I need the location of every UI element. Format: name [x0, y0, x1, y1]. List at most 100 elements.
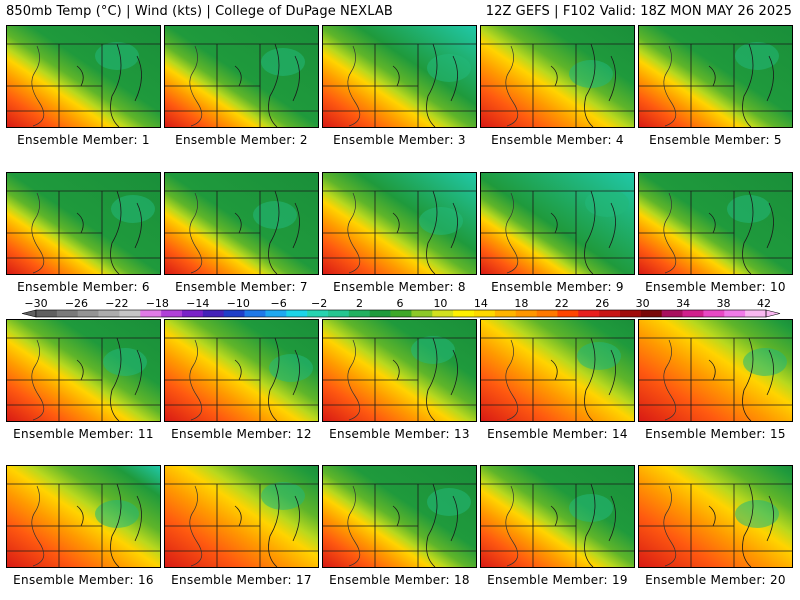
- member-map: [323, 173, 476, 274]
- colorbar-segment: [474, 310, 496, 317]
- colorbar-tick-label: 26: [595, 297, 610, 310]
- member-map: [7, 466, 160, 567]
- ensemble-member-panel: [480, 25, 635, 128]
- colorbar-max-arrow: [765, 309, 781, 318]
- ensemble-member-label: Ensemble Member: 3: [333, 133, 466, 147]
- terrain-contour: [189, 485, 203, 567]
- terrain-contour: [505, 339, 519, 421]
- colorbar-tick-label: −18: [145, 297, 169, 310]
- colorbar-tick-label: −10: [226, 297, 250, 310]
- colorbar-segment: [745, 310, 767, 317]
- state-border: [268, 43, 280, 127]
- state-border: [550, 505, 558, 527]
- colorbar-segment: [56, 310, 79, 317]
- member-map: [323, 466, 476, 567]
- terrain-contour: [663, 192, 677, 274]
- state-border: [550, 65, 558, 87]
- colorbar-tick-label: −30: [24, 297, 48, 310]
- colorbar-tick-label: 14: [473, 297, 488, 310]
- member-map: [481, 173, 634, 274]
- colorbar-tick-label: 30: [635, 297, 650, 310]
- colorbar-segment: [328, 310, 350, 317]
- member-map: [7, 26, 160, 127]
- state-border: [766, 349, 774, 396]
- colorbar-segment: [578, 310, 600, 317]
- state-border: [766, 495, 774, 542]
- ensemble-member-panel: [638, 465, 793, 568]
- state-border: [134, 495, 142, 542]
- ensemble-member-label: Ensemble Member: 20: [645, 573, 786, 587]
- colorbar-segment: [77, 310, 99, 317]
- colorbar-segment: [119, 310, 141, 317]
- state-border: [268, 190, 280, 274]
- colorbar-segment: [390, 310, 412, 317]
- colorbar-segment: [369, 310, 391, 317]
- state-border: [134, 55, 142, 102]
- colorbar-segment: [223, 310, 245, 317]
- state-border: [608, 202, 616, 249]
- ensemble-member-label: Ensemble Member: 15: [645, 427, 786, 441]
- colorbar-tick-label: 38: [716, 297, 731, 310]
- ensemble-member-label: Ensemble Member: 10: [645, 280, 786, 294]
- terrain-contour: [31, 45, 45, 127]
- run-info: 12Z GEFS | F102 Valid: 18Z MON MAY 26 20…: [485, 4, 792, 19]
- state-border: [426, 337, 438, 421]
- member-map: [323, 320, 476, 421]
- colorbar-segment: [453, 310, 475, 317]
- member-map: [165, 320, 318, 421]
- state-border: [584, 43, 596, 127]
- state-border: [234, 359, 242, 381]
- state-border: [292, 55, 300, 102]
- state-border: [584, 337, 596, 421]
- colorbar-segment: [36, 310, 58, 317]
- member-map: [639, 320, 792, 421]
- state-border: [392, 505, 400, 527]
- state-border: [268, 483, 280, 567]
- ensemble-member-panel: [322, 319, 477, 422]
- colorbar-segment: [411, 310, 433, 317]
- terrain-contour: [505, 485, 519, 567]
- colorbar-segment: [432, 310, 454, 317]
- member-map: [639, 26, 792, 127]
- state-border: [766, 202, 774, 249]
- colorbar-segment: [286, 310, 308, 317]
- terrain-contour: [347, 192, 361, 274]
- state-border: [608, 349, 616, 396]
- state-border: [234, 65, 242, 87]
- colorbar-segment: [182, 310, 204, 317]
- terrain-contour: [347, 339, 361, 421]
- member-map: [481, 320, 634, 421]
- ensemble-member-label: Ensemble Member: 17: [171, 573, 312, 587]
- ensemble-member-label: Ensemble Member: 8: [333, 280, 466, 294]
- state-border: [450, 202, 458, 249]
- state-border: [450, 495, 458, 542]
- colorbar-segment: [494, 310, 517, 317]
- member-map: [7, 320, 160, 421]
- member-map: [639, 173, 792, 274]
- ensemble-member-label: Ensemble Member: 1: [17, 133, 150, 147]
- state-border: [268, 337, 280, 421]
- state-border: [550, 212, 558, 234]
- terrain-contour: [347, 485, 361, 567]
- ensemble-member-panel: [164, 319, 319, 422]
- colorbar-segment: [661, 310, 683, 317]
- colorbar-segment: [724, 310, 746, 317]
- state-border: [608, 495, 616, 542]
- ensemble-member-panel: [6, 25, 161, 128]
- ensemble-member-label: Ensemble Member: 16: [13, 573, 154, 587]
- terrain-contour: [31, 339, 45, 421]
- colorbar-tick-label: −14: [186, 297, 210, 310]
- member-map: [7, 173, 160, 274]
- ensemble-member-label: Ensemble Member: 11: [13, 427, 154, 441]
- colorbar-segment: [98, 310, 120, 317]
- ensemble-member-label: Ensemble Member: 12: [171, 427, 312, 441]
- terrain-contour: [663, 45, 677, 127]
- state-border: [392, 212, 400, 234]
- terrain-contour: [505, 192, 519, 274]
- state-border: [110, 43, 122, 127]
- state-border: [234, 212, 242, 234]
- colorbar-min-arrow: [21, 309, 37, 318]
- colorbar-segment: [682, 310, 704, 317]
- ensemble-member-panel: [322, 172, 477, 275]
- state-border: [450, 55, 458, 102]
